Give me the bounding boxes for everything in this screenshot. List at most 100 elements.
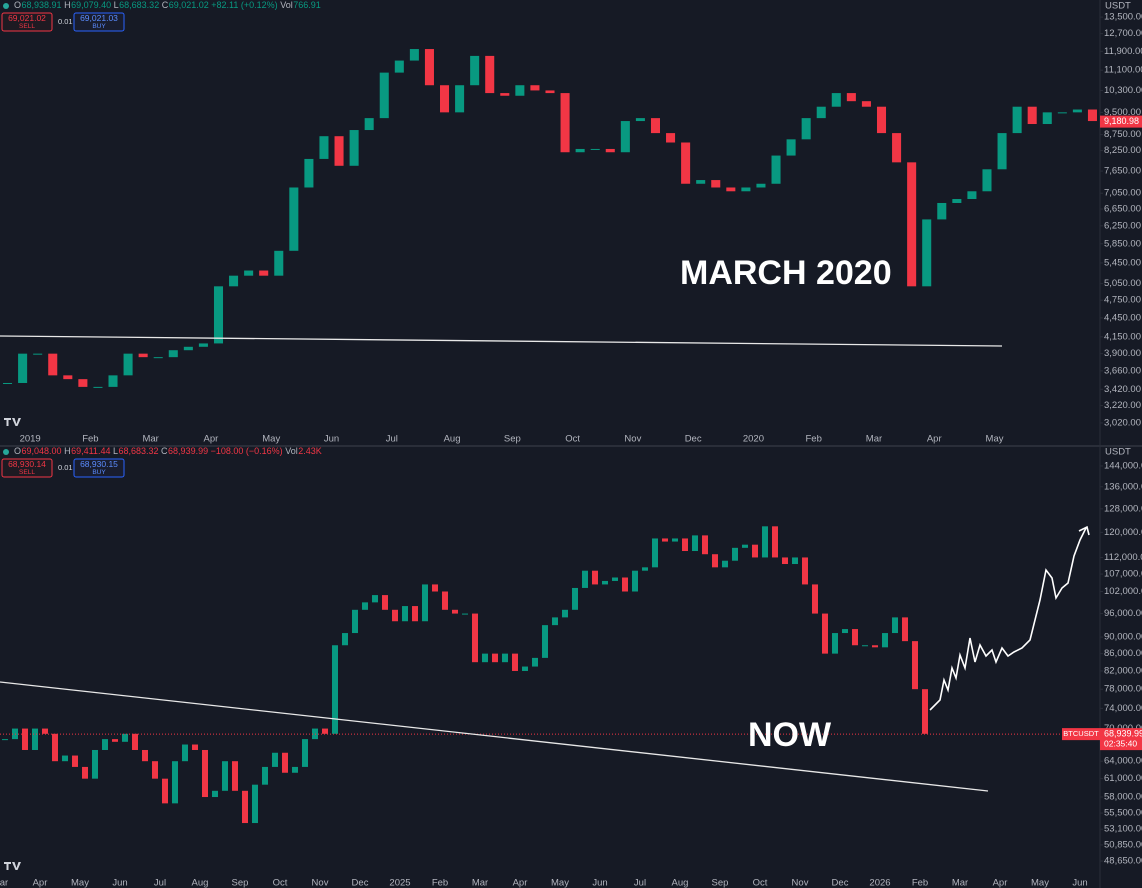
currency-label: USDT — [1105, 1, 1131, 12]
candle — [302, 739, 308, 767]
sell-label: SELL — [19, 23, 35, 30]
y-tick-label: 7,050.00 — [1104, 188, 1141, 199]
change: −108.00 (−0.16%) — [211, 446, 283, 456]
symbol-icon — [3, 449, 9, 455]
candle — [78, 379, 88, 387]
buy-button[interactable] — [73, 12, 125, 32]
candle — [33, 353, 43, 355]
y-tick-label: 7,650.00 — [1104, 166, 1141, 177]
candle — [392, 609, 398, 622]
candle — [681, 142, 691, 184]
candle — [349, 130, 359, 166]
drawings — [0, 335, 1090, 792]
candle — [892, 133, 902, 163]
buy-button[interactable] — [73, 458, 125, 478]
candle — [108, 375, 118, 387]
tv-logo — [4, 418, 21, 870]
candle — [172, 761, 178, 804]
x-tick-label: 2025 — [389, 878, 410, 888]
symbol-icon — [3, 3, 9, 9]
volume-value: 766.91 — [293, 0, 321, 10]
candle — [232, 761, 238, 791]
candle — [500, 93, 510, 96]
candle — [592, 570, 598, 585]
candle — [575, 148, 585, 153]
candle — [572, 587, 578, 610]
candle — [967, 191, 977, 200]
y-tick-label: 3,220.00 — [1104, 400, 1141, 411]
sell-button[interactable] — [1, 12, 53, 32]
sell-button[interactable] — [1, 458, 53, 478]
candle — [662, 538, 668, 542]
y-tick-label: 48,650.00 — [1104, 856, 1142, 867]
candle — [712, 554, 718, 568]
candle — [882, 633, 888, 648]
candle — [672, 538, 678, 542]
candle — [786, 139, 796, 156]
candle — [112, 739, 118, 742]
candle — [22, 728, 28, 750]
candle — [152, 761, 158, 779]
candle — [402, 606, 408, 622]
volume-value: 2.43K — [298, 446, 322, 456]
projection-path — [929, 527, 1087, 711]
x-tick-label: May — [986, 434, 1004, 445]
y-tick-label: 13,500.00 — [1104, 12, 1142, 23]
change: +82.11 (+0.12%) — [211, 0, 277, 10]
y-tick-label: 11,900.00 — [1104, 46, 1142, 57]
y-tick-label: 5,850.00 — [1104, 238, 1141, 249]
candle — [862, 645, 868, 647]
x-tick-label: Apr — [33, 878, 48, 888]
candle — [93, 386, 103, 388]
x-tick-label: Apr — [513, 878, 528, 888]
y-tick-label: 10,300.00 — [1104, 85, 1142, 96]
candle — [102, 739, 108, 750]
buy-price: 68,930.15 — [80, 459, 118, 469]
candle — [530, 85, 540, 91]
candle — [802, 557, 808, 585]
y-tick-label: 4,150.00 — [1104, 331, 1141, 342]
ohlc-key: O — [14, 446, 21, 456]
x-tick-label: Mar — [472, 878, 488, 888]
candle — [542, 625, 548, 658]
candle — [52, 733, 58, 762]
candle — [202, 749, 208, 798]
candle — [229, 275, 239, 287]
candle — [562, 609, 568, 618]
ohlc-value: 68,683.32 — [118, 446, 158, 456]
y-tick-label: 128,000.00 — [1104, 503, 1142, 514]
buy-label: BUY — [92, 23, 106, 30]
y-tick-label: 8,250.00 — [1104, 145, 1141, 156]
y-tick-label: 3,020.00 — [1104, 417, 1141, 428]
candle — [462, 613, 468, 615]
candle — [682, 538, 688, 552]
candle — [666, 133, 676, 143]
candle — [937, 202, 947, 220]
candle — [831, 93, 841, 107]
candle — [771, 155, 781, 184]
candle — [907, 162, 917, 287]
candle — [602, 580, 608, 585]
y-tick-label: 120,000.00 — [1104, 527, 1142, 538]
candle — [522, 666, 528, 671]
candle — [63, 375, 73, 380]
candle — [997, 133, 1007, 170]
candle — [762, 526, 768, 558]
y-tick-label: 58,000.00 — [1104, 792, 1142, 803]
candle — [440, 85, 450, 113]
candle — [590, 148, 600, 150]
y-tick-label: 5,050.00 — [1104, 278, 1141, 289]
candle — [409, 49, 419, 61]
candle — [432, 584, 438, 592]
symbol-tag — [1062, 728, 1100, 741]
y-tick-label: 82,000.00 — [1104, 665, 1142, 676]
candle — [192, 744, 198, 750]
candle — [334, 136, 344, 166]
ohlc-value: 68,683.32 — [119, 0, 159, 10]
candle — [422, 584, 428, 622]
candle — [274, 250, 284, 276]
x-tick-label: 2019 — [20, 434, 41, 445]
candle — [62, 755, 68, 762]
y-tick-label: 11,100.00 — [1104, 65, 1142, 76]
candle — [952, 199, 962, 203]
